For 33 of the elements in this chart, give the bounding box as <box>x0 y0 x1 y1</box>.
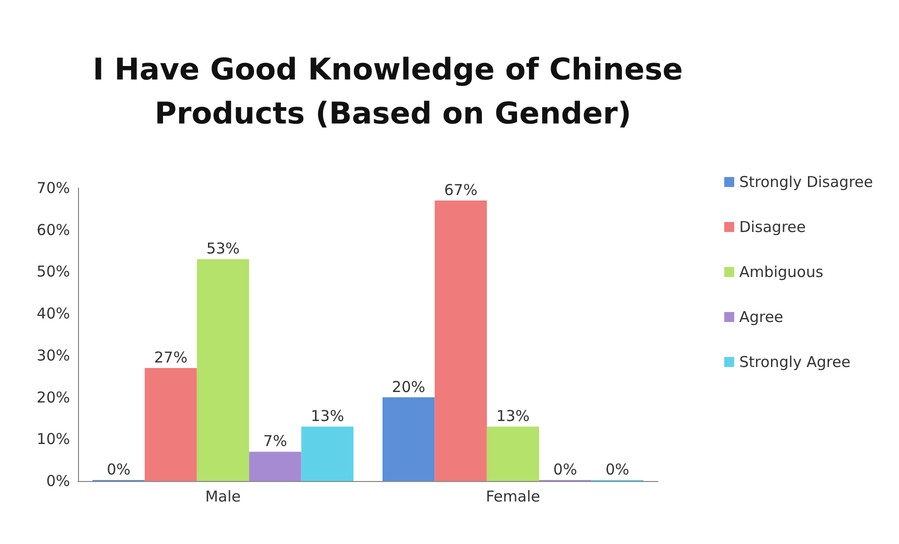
data-label: 53% <box>206 240 240 258</box>
bar <box>434 200 487 481</box>
x-tick-label: Female <box>486 488 540 506</box>
data-label: 13% <box>496 407 530 426</box>
y-tick-label: 50% <box>36 262 70 281</box>
data-label: 7% <box>263 432 288 450</box>
y-tick-label: 40% <box>36 304 70 323</box>
y-tick-label: 0% <box>46 472 70 490</box>
bar <box>249 452 302 481</box>
bar <box>382 397 435 481</box>
x-tick-label: Male <box>205 488 241 506</box>
y-tick-label: 70% <box>36 179 70 197</box>
bar <box>196 259 250 481</box>
bar <box>486 426 540 481</box>
legend-label: Disagree <box>739 218 806 236</box>
legend-label: Agree <box>739 308 784 326</box>
data-label: 20% <box>392 378 426 396</box>
data-label: 0% <box>106 460 130 478</box>
legend-label: Strongly Disagree <box>739 173 874 191</box>
data-label: 27% <box>154 348 188 366</box>
data-label: 0% <box>606 460 630 478</box>
legend-label: Ambiguous <box>739 263 824 281</box>
data-label: 13% <box>310 407 344 426</box>
bar <box>301 426 354 481</box>
legend-label: Strongly Agree <box>739 353 851 371</box>
bar <box>144 368 197 481</box>
y-tick-label: 30% <box>36 346 70 364</box>
data-label: 0% <box>553 460 578 478</box>
y-tick-label: 60% <box>36 220 70 239</box>
y-tick-label: 10% <box>36 430 70 448</box>
data-label: 67% <box>444 181 478 200</box>
y-tick-label: 20% <box>36 388 70 406</box>
chart-title: I Have Good Knowledge of Chinese Products (Based on Gender) <box>92 52 694 132</box>
